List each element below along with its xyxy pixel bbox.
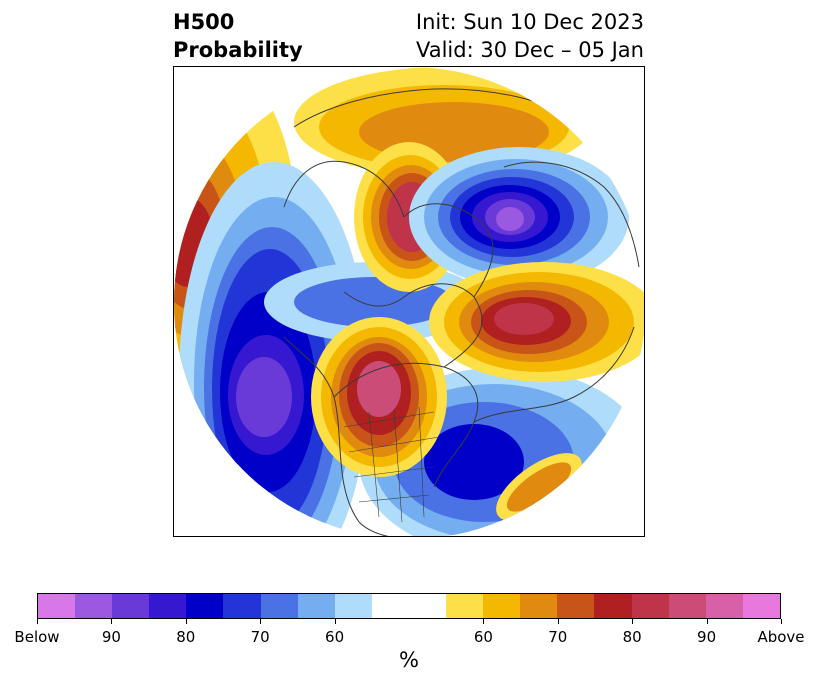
anomaly-above-fareast-2 (506, 462, 572, 512)
colorbar-below-5 (223, 594, 261, 618)
anomaly-below-nepacific-7 (236, 357, 292, 437)
probability-map (173, 66, 645, 537)
colorbar-tickmark (632, 619, 634, 624)
colorbar-tickmark (185, 619, 187, 624)
map-svg (174, 67, 644, 536)
colorbar-tick-label: 80 (622, 628, 642, 646)
colorbar-above-3 (557, 594, 595, 618)
state-borders (343, 406, 440, 523)
title-variable: H500 (173, 10, 235, 34)
colorbar-tickmark (706, 619, 708, 624)
colorbar-above-7 (705, 594, 743, 618)
colorbar-tickmark (557, 619, 559, 624)
valid-dates: Valid: 30 Dec – 05 Jan (415, 38, 644, 62)
colorbar-above-5 (631, 594, 669, 618)
colorbar-tickmark (334, 619, 336, 624)
colorbar-tickmark (111, 619, 113, 624)
colorbar-below-2 (112, 594, 150, 618)
colorbar-tick-label: 60 (325, 628, 345, 646)
colorbar-below-7 (297, 594, 335, 618)
anomaly-below-siberia-8 (496, 207, 524, 231)
anomaly-above-canada-6 (357, 361, 401, 417)
colorbar-tickmark (260, 619, 262, 624)
probability-field (174, 67, 644, 536)
colorbar-units: % (399, 648, 419, 672)
colorbar-tick-label: Below (14, 628, 60, 646)
colorbar-above-6 (668, 594, 706, 618)
colorbar-tick-label: 90 (697, 628, 717, 646)
anomaly-below-east-na-4 (424, 424, 524, 500)
colorbar-below-4 (186, 594, 224, 618)
colorbar-tick-label: 80 (176, 628, 196, 646)
colorbar-tickmark (781, 619, 782, 624)
colorbar-above-2 (520, 594, 558, 618)
colorbar-below-3 (149, 594, 187, 618)
colorbar-below-6 (260, 594, 298, 618)
colorbar-tick-label: 90 (101, 628, 121, 646)
colorbar-above-8 (742, 594, 780, 618)
anomaly-above-eastasia-6 (494, 303, 554, 335)
map-title: H500 Probability (173, 8, 303, 64)
colorbar (37, 593, 781, 619)
colorbar-above-4 (594, 594, 632, 618)
colorbar-above-0 (446, 594, 484, 618)
colorbar-below-1 (75, 594, 113, 618)
colorbar-below-0 (38, 594, 76, 618)
map-dates: Init: Sun 10 Dec 2023 Valid: 30 Dec – 05… (390, 8, 644, 64)
colorbar-tick-label: 70 (548, 628, 568, 646)
colorbar-neutral (371, 594, 447, 618)
colorbar-tickmark (37, 619, 38, 624)
colorbar-below-8 (334, 594, 372, 618)
colorbar-tickmark (483, 619, 485, 624)
colorbar-tick-label: 60 (473, 628, 493, 646)
init-date: Init: Sun 10 Dec 2023 (415, 10, 644, 34)
colorbar-tick-label: 70 (250, 628, 270, 646)
colorbar-tick-label: Above (757, 628, 805, 646)
title-product: Probability (173, 38, 303, 62)
colorbar-above-1 (483, 594, 521, 618)
